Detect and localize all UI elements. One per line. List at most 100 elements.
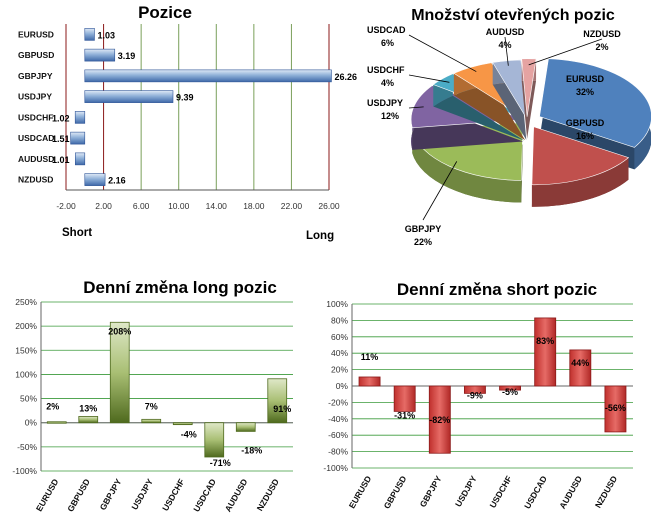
category-label: GBPUSD: [382, 474, 409, 511]
bar: [428, 385, 451, 454]
y-tick-label: -100%: [12, 466, 37, 476]
positions-chart: Pozice -2.00 2.00 6.00 10.00 14.00 18.00 22.00…: [0, 0, 357, 250]
pie-leader-line: [408, 34, 477, 72]
daily-short-change-svg: Denní změna short pozic 100% 80% 60% 40% 20%…: [323, 280, 633, 511]
category-label: EURUSD: [34, 477, 61, 513]
x-tick-label: 22.00: [281, 201, 303, 211]
category-label: AUDUSD: [18, 154, 54, 164]
bar: [109, 321, 130, 424]
daily-long-change-svg: Denní změna long pozic 250% 200% 150% 100% 5…: [12, 278, 293, 514]
x-tick-label: 10.00: [168, 201, 190, 211]
category-label: USDJPY: [129, 477, 155, 512]
pie-slice-label: GBPJPY: [405, 224, 442, 234]
pie-slice-percent: 6%: [381, 38, 394, 48]
category-label: USDJPY: [453, 474, 479, 509]
y-tick-label: 60%: [331, 332, 348, 342]
bar-value-label: -56%: [605, 403, 626, 413]
pie-slice-side: [433, 95, 525, 141]
bar-value-label: 3.19: [118, 51, 136, 61]
bar-value-label: -5%: [502, 387, 518, 397]
bar-value-label: 208%: [108, 326, 131, 336]
category-label: NZDUSD: [18, 175, 53, 185]
category-label: USDCAD: [522, 474, 549, 511]
bar-value-label: 13%: [79, 403, 97, 413]
bar-value-label: 91%: [273, 404, 291, 414]
x-tick-label: 18.00: [243, 201, 265, 211]
y-tick-label: -20%: [328, 397, 348, 407]
open-positions-title: Množství otevřených pozic: [411, 7, 615, 24]
category-label: USDCAD: [18, 133, 54, 143]
pie-leader-line: [408, 74, 450, 83]
pie-slice-edge: [412, 130, 522, 203]
position-bar: [74, 111, 86, 124]
bar-value-label: 11%: [361, 352, 379, 362]
pie-leader-line: [504, 36, 509, 66]
bar: [141, 418, 162, 424]
open-positions-pie-svg: Množství otevřených pozic EURUSD 32% GBPUS…: [367, 7, 651, 247]
short-label: Short: [62, 227, 92, 239]
category-label: USDCAD: [191, 477, 218, 514]
y-tick-label: 80%: [331, 315, 348, 325]
category-label: GBPJPY: [418, 474, 444, 509]
daily-short-change-chart: Denní změna short pozic 100% 80% 60% 40% 20%…: [310, 268, 651, 515]
pie-slice-label: GBPUSD: [566, 118, 605, 128]
pie-slice-percent: 12%: [381, 111, 399, 121]
bar: [569, 349, 592, 387]
pie-slice-label: USDJPY: [367, 98, 403, 108]
bar-value-label: 9.39: [176, 93, 194, 103]
bar: [534, 317, 557, 387]
position-bar: [84, 173, 106, 186]
x-tick-label: 26.00: [318, 201, 340, 211]
category-label: GBPJPY: [98, 477, 124, 512]
bar-value-label: 1.02: [52, 113, 70, 123]
pie-slice-percent: 22%: [414, 237, 432, 247]
position-bar: [74, 152, 86, 166]
bar-value-label: -82%: [429, 415, 450, 425]
pie-slice-percent: 2%: [595, 42, 608, 52]
pie-leader-line: [408, 106, 424, 109]
bar-value-label: 44%: [571, 358, 589, 368]
position-bar: [70, 131, 86, 145]
y-tick-label: -50%: [17, 442, 37, 452]
pie-slice-percent: 32%: [576, 87, 594, 97]
x-tick-label: -2.00: [56, 201, 76, 211]
bar-value-label: 1.01: [52, 155, 70, 165]
y-tick-label: 0%: [25, 418, 38, 428]
y-tick-label: 150%: [15, 345, 37, 355]
y-tick-label: 50%: [20, 394, 37, 404]
x-tick-label: 14.00: [206, 201, 228, 211]
bar: [204, 422, 225, 458]
category-label: USDJPY: [18, 92, 52, 102]
category-label: USDCHF: [160, 477, 186, 513]
y-tick-label: -100%: [323, 463, 348, 473]
bar: [172, 422, 193, 426]
x-tick-label: 6.00: [133, 201, 150, 211]
bar-value-label: 26.26: [334, 72, 357, 82]
position-bar: [84, 69, 332, 83]
category-label: AUDUSD: [557, 474, 584, 511]
bar: [393, 385, 416, 412]
pie-leader-line: [422, 161, 458, 221]
bar: [499, 385, 521, 391]
daily-long-title: Denní změna long pozic: [83, 278, 277, 297]
category-label: GBPUSD: [18, 50, 54, 60]
pie-slice: [531, 126, 630, 186]
pie-slice-label: NZDUSD: [583, 29, 621, 39]
bar-value-label: -71%: [210, 458, 231, 468]
bar-value-label: -9%: [467, 390, 483, 400]
y-tick-label: 250%: [15, 297, 37, 307]
bar: [235, 422, 256, 432]
positions-title: Pozice: [138, 3, 192, 22]
bar-value-label: 7%: [145, 401, 158, 411]
bar-value-label: 2%: [46, 402, 59, 412]
pie-slice: [492, 59, 527, 118]
y-tick-label: -80%: [328, 447, 348, 457]
category-label: EURUSD: [18, 29, 54, 39]
y-tick-label: -40%: [328, 414, 348, 424]
positions-chart-svg: Pozice -2.00 2.00 6.00 10.00 14.00 18.00 22.00…: [18, 3, 357, 242]
category-label: GBPJPY: [18, 71, 53, 81]
pie-slice-side: [453, 84, 526, 141]
bar-value-label: 1.03: [97, 30, 115, 40]
bar-value-label: -4%: [181, 430, 197, 440]
position-bar: [84, 28, 95, 41]
